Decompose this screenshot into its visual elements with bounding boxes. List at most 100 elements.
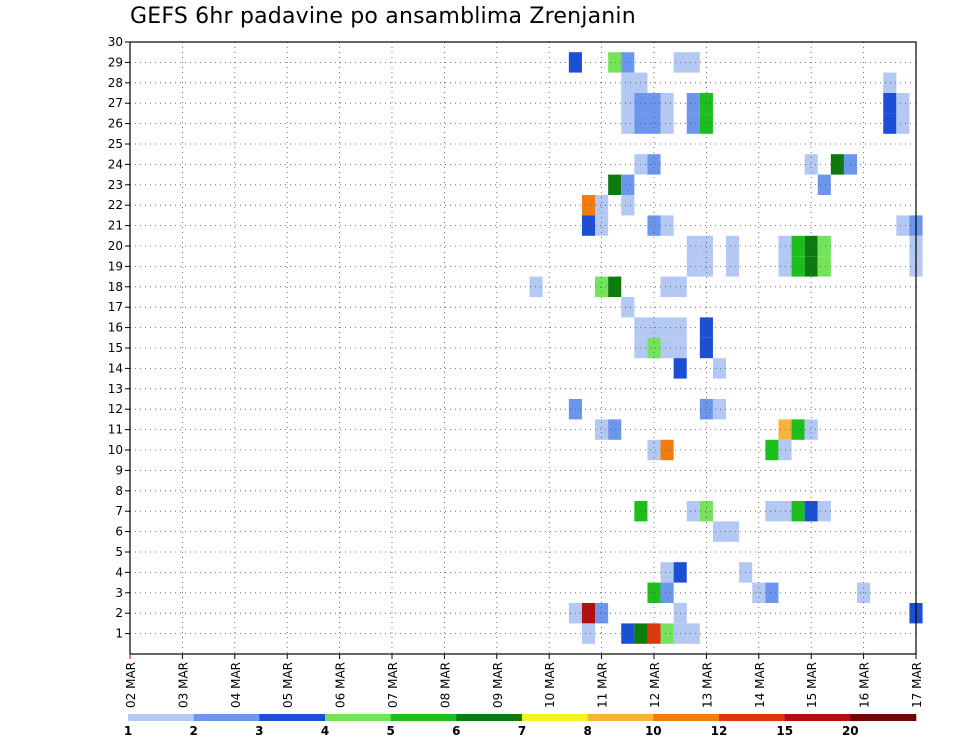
heatmap-cell xyxy=(581,195,596,216)
y-tick-label: 23 xyxy=(108,178,123,192)
heatmap-cell xyxy=(621,297,635,318)
heatmap-cell xyxy=(595,215,609,236)
y-tick-label: 24 xyxy=(108,157,123,171)
x-tick-label: 10 MAR xyxy=(543,662,557,708)
legend-swatch xyxy=(193,714,260,721)
heatmap-cell xyxy=(883,72,897,93)
legend-swatch xyxy=(653,714,720,721)
heatmap-cell xyxy=(883,113,897,134)
y-tick-label: 17 xyxy=(108,300,123,314)
heatmap-cell xyxy=(896,113,910,134)
legend-swatch xyxy=(456,714,523,721)
x-tick-label: 13 MAR xyxy=(700,662,714,708)
x-tick-label: 17 MAR xyxy=(910,662,924,708)
heatmap-cell xyxy=(804,419,818,440)
y-tick-label: 19 xyxy=(108,259,123,273)
heatmap-cell xyxy=(896,215,910,236)
y-tick-label: 27 xyxy=(108,96,123,110)
legend-label: 10 xyxy=(645,724,662,738)
heatmap-cell xyxy=(804,256,818,277)
heatmap-cell xyxy=(647,215,661,236)
heatmap-cell xyxy=(660,317,674,338)
heatmap-cell xyxy=(817,256,831,277)
heatmap-cell xyxy=(686,256,700,277)
x-tick-label: 06 MAR xyxy=(334,662,348,708)
heatmap-cell xyxy=(660,276,674,297)
legend-label: 15 xyxy=(776,724,793,738)
heatmap-cell xyxy=(581,603,596,624)
heatmap-cell xyxy=(817,174,831,195)
y-tick-label: 1 xyxy=(115,627,123,641)
heatmap-cell xyxy=(660,113,674,134)
legend-label: 20 xyxy=(842,724,859,738)
x-tick-label: 11 MAR xyxy=(596,662,610,708)
x-tick-label: 16 MAR xyxy=(858,662,872,708)
legend-swatch xyxy=(325,714,391,721)
legend-label: 1 xyxy=(124,724,132,738)
legend-label: 3 xyxy=(255,724,263,738)
heatmap-cell xyxy=(686,93,700,114)
legend-label: 2 xyxy=(190,724,198,738)
heatmap-cell xyxy=(621,174,635,195)
heatmap-cell xyxy=(608,276,622,297)
heatmap-cell xyxy=(712,521,727,542)
heatmap-cell xyxy=(608,419,622,440)
x-axis: 02 MAR 03 MAR 04 MAR 05 MAR 06 MAR 07 MAR 08 M… xyxy=(124,654,924,708)
heatmap-cell xyxy=(686,113,700,134)
heatmap-cell xyxy=(595,603,609,624)
heatmap-cell xyxy=(529,276,543,297)
y-axis: 1234567891011121314151617181920212223242… xyxy=(108,35,130,641)
y-tick-label: 29 xyxy=(108,55,123,69)
heatmap-cell xyxy=(791,419,805,440)
heatmap-cell xyxy=(791,256,805,277)
chart-title: GEFS 6hr padavine po ansamblima Zrenjani… xyxy=(130,4,636,29)
y-tick-label: 22 xyxy=(108,198,123,212)
y-tick-label: 25 xyxy=(108,137,123,151)
heatmap-cell xyxy=(804,501,818,522)
heatmap-cell xyxy=(765,582,779,603)
y-tick-label: 2 xyxy=(115,606,123,620)
heatmap-cell xyxy=(726,521,740,542)
x-tick-label: 15 MAR xyxy=(805,662,819,708)
legend-swatch xyxy=(128,714,194,721)
y-tick-label: 14 xyxy=(108,361,123,375)
y-tick-label: 16 xyxy=(108,321,123,335)
heatmap-cell xyxy=(608,174,622,195)
y-tick-label: 11 xyxy=(108,423,123,437)
heatmap-cell xyxy=(647,113,661,134)
y-tick-label: 21 xyxy=(108,219,123,233)
heatmap-cell xyxy=(726,235,740,257)
y-tick-label: 13 xyxy=(108,382,123,396)
heatmap-cell xyxy=(699,399,713,420)
heatmap-cell xyxy=(621,93,635,114)
heatmap-cell xyxy=(647,623,661,644)
heatmap-cell xyxy=(791,235,805,257)
y-tick-label: 30 xyxy=(108,35,123,49)
x-tick-label: 04 MAR xyxy=(229,662,243,708)
legend-label: 8 xyxy=(584,724,592,738)
x-tick-label: 05 MAR xyxy=(281,662,295,708)
heatmap-cell xyxy=(712,358,727,379)
cells-layer xyxy=(529,52,923,644)
legend-swatch xyxy=(784,714,851,721)
y-tick-label: 20 xyxy=(108,239,123,253)
legend-swatch xyxy=(390,714,457,721)
heatmap-cell xyxy=(660,582,674,603)
legend-label: 6 xyxy=(452,724,460,738)
heatmap-cell xyxy=(817,501,831,522)
heatmap-cell xyxy=(595,276,609,297)
heatmap-cell xyxy=(699,113,713,134)
y-tick-label: 18 xyxy=(108,280,123,294)
heatmap-cell xyxy=(712,399,727,420)
heatmap-cell xyxy=(660,439,674,461)
heatmap-cell xyxy=(660,93,674,114)
heatmap-cell xyxy=(817,235,831,257)
heatmap-cell xyxy=(765,501,779,522)
heatmap-cell xyxy=(621,623,635,644)
heatmap-cell xyxy=(791,501,805,522)
heatmap-cell xyxy=(726,256,740,277)
y-tick-label: 12 xyxy=(108,402,123,416)
y-tick-label: 6 xyxy=(115,525,123,539)
x-tick-label: 08 MAR xyxy=(438,662,452,708)
